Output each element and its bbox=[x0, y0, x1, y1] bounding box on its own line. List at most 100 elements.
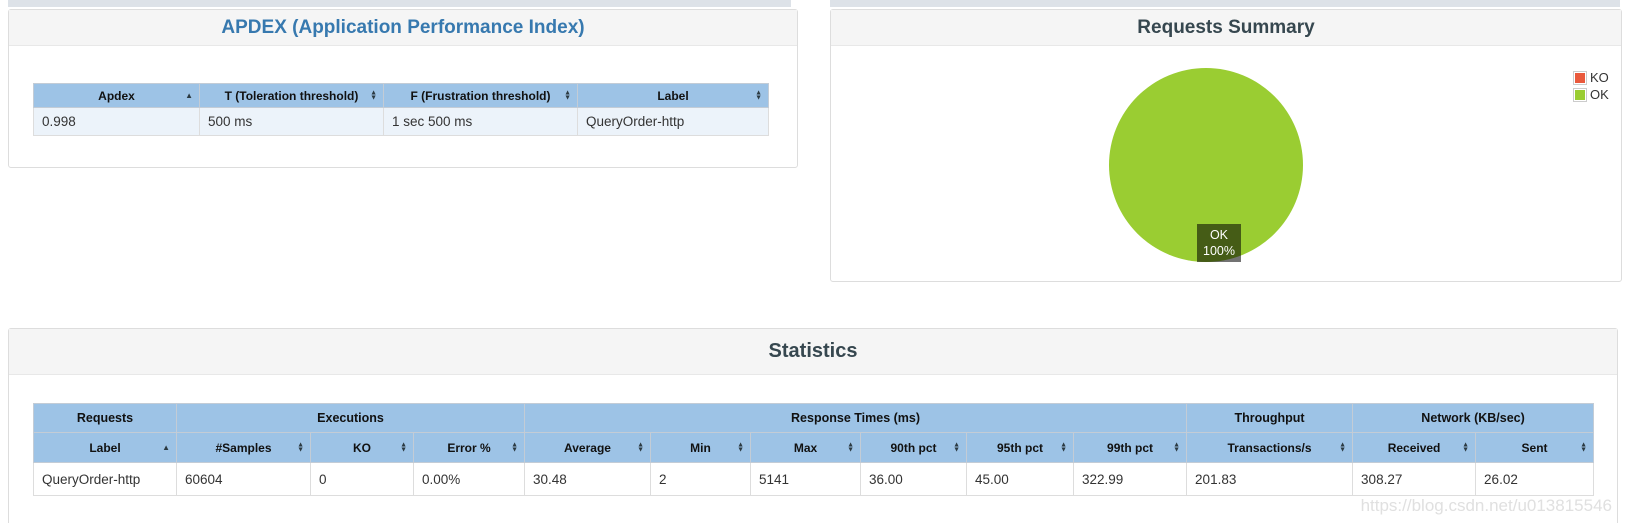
column-label: 95th pct bbox=[996, 440, 1043, 455]
table-cell: 201.83 bbox=[1186, 462, 1354, 496]
column-label: Sent bbox=[1521, 440, 1548, 455]
legend-label: OK bbox=[1590, 87, 1609, 102]
table-cell: 0.00% bbox=[413, 462, 525, 496]
statistics-panel: Statistics Requests Executions Response Ti… bbox=[8, 328, 1618, 523]
table-cell: 322.99 bbox=[1072, 462, 1188, 496]
table-cell: 36.00 bbox=[860, 462, 967, 496]
sort-asc-icon: ▲ bbox=[162, 442, 170, 452]
column-header-sent[interactable]: Sent ▲ ▼ bbox=[1475, 432, 1595, 463]
group-header-row: Requests Executions Response Times (ms) Thr… bbox=[33, 403, 1595, 433]
apdex-panel: APDEX (Application Performance Index) Ap… bbox=[8, 9, 798, 168]
column-header-row: Apdex ▲ T (Toleration threshold) ▲ ▼ F (Frust… bbox=[33, 83, 769, 108]
table-cell: 5141 bbox=[750, 462, 861, 496]
column-header-transactions-s[interactable]: Transactions/s ▲ ▼ bbox=[1186, 432, 1354, 463]
legend-item-ok[interactable]: OK bbox=[1573, 86, 1609, 103]
legend-swatch-icon bbox=[1573, 70, 1587, 85]
sort-asc-icon: ▲ bbox=[185, 90, 193, 100]
column-label: Apdex bbox=[98, 88, 135, 103]
pie-legend: KO OK bbox=[1573, 69, 1609, 103]
table-row: QueryOrder-http 60604 0 0.00% 30.48 2 5141 36.0… bbox=[33, 462, 1595, 496]
table-cell: 26.02 bbox=[1475, 462, 1595, 496]
sort-both-icon: ▲ ▼ bbox=[1060, 441, 1067, 454]
legend-label: KO bbox=[1590, 70, 1609, 85]
sort-both-icon: ▲ ▼ bbox=[637, 441, 644, 454]
legend-item-ko[interactable]: KO bbox=[1573, 69, 1609, 86]
group-header-executions: Executions bbox=[176, 403, 525, 433]
sort-both-icon: ▲ ▼ bbox=[755, 89, 762, 102]
column-header-90th-pct[interactable]: 90th pct ▲ ▼ bbox=[860, 432, 967, 463]
column-label: Error % bbox=[447, 440, 491, 455]
statistics-heading: Statistics bbox=[9, 329, 1617, 375]
watermark-text: https://blog.csdn.net/u013815546 bbox=[1360, 496, 1612, 515]
pie-chart-area: OK 100% KO OK bbox=[831, 46, 1621, 281]
sort-both-icon: ▲ ▼ bbox=[1580, 441, 1588, 454]
legend-swatch-icon bbox=[1573, 87, 1587, 102]
column-label: Max bbox=[793, 440, 818, 455]
apdex-title: APDEX (Application Performance Index) bbox=[221, 16, 585, 38]
table-cell: 30.48 bbox=[524, 462, 651, 496]
group-header-response-times-ms: Response Times (ms) bbox=[523, 403, 1188, 433]
apdex-panel-heading: APDEX (Application Performance Index) bbox=[9, 10, 797, 46]
requests-summary-title: Requests Summary bbox=[1137, 16, 1315, 38]
table-cell: 0.998 bbox=[33, 107, 200, 136]
statistics-table: Requests Executions Response Times (ms) Thr… bbox=[33, 403, 1595, 496]
sort-both-icon: ▲ ▼ bbox=[737, 441, 744, 454]
column-label: T (Toleration threshold) bbox=[224, 88, 359, 103]
column-header-average[interactable]: Average ▲ ▼ bbox=[524, 432, 651, 463]
column-label: KO bbox=[353, 440, 371, 455]
pie-label-percent: 100% bbox=[1203, 244, 1235, 258]
table-cell: QueryOrder-http bbox=[33, 462, 177, 496]
column-header-max[interactable]: Max ▲ ▼ bbox=[750, 432, 861, 463]
apdex-table: Apdex ▲ T (Toleration threshold) ▲ ▼ F (Frust… bbox=[33, 83, 769, 136]
column-header-label[interactable]: Label ▲ bbox=[33, 432, 177, 463]
table-cell: 0 bbox=[310, 462, 414, 496]
column-label: Label bbox=[657, 88, 689, 103]
column-header-row: Label ▲ #Samples ▲ ▼ KO ▲ ▼ Error % ▲ ▼ Average ▲ ▼ Mi… bbox=[33, 432, 1595, 463]
table-cell: 60604 bbox=[176, 462, 311, 496]
table-cell: 2 bbox=[650, 462, 751, 496]
column-label: 99th pct bbox=[1107, 440, 1154, 455]
column-label: 90th pct bbox=[890, 440, 937, 455]
table-cell: 308.27 bbox=[1352, 462, 1477, 496]
group-header-network-kb-sec: Network (KB/sec) bbox=[1352, 403, 1595, 433]
column-label: #Samples bbox=[215, 440, 272, 455]
column-header-min[interactable]: Min ▲ ▼ bbox=[650, 432, 751, 463]
table-cell: QueryOrder-http bbox=[577, 107, 769, 136]
column-label: Transactions/s bbox=[1227, 440, 1312, 455]
cutoff-element-top-right bbox=[830, 0, 1620, 7]
statistics-title: Statistics bbox=[768, 340, 858, 362]
pie-data-label: OK 100% bbox=[1197, 224, 1241, 262]
column-header-error[interactable]: Error % ▲ ▼ bbox=[413, 432, 525, 463]
column-header-95th-pct[interactable]: 95th pct ▲ ▼ bbox=[966, 432, 1074, 463]
table-cell: 500 ms bbox=[199, 107, 384, 136]
sort-both-icon: ▲ ▼ bbox=[1173, 441, 1181, 454]
requests-summary-heading: Requests Summary bbox=[831, 10, 1621, 46]
sort-both-icon: ▲ ▼ bbox=[1462, 441, 1470, 454]
column-header-apdex[interactable]: Apdex ▲ bbox=[33, 83, 200, 108]
sort-both-icon: ▲ ▼ bbox=[1339, 441, 1347, 454]
column-header-ko[interactable]: KO ▲ ▼ bbox=[310, 432, 414, 463]
sort-both-icon: ▲ ▼ bbox=[847, 441, 854, 454]
sort-both-icon: ▲ ▼ bbox=[297, 441, 304, 454]
column-label: Min bbox=[690, 440, 711, 455]
column-label: F (Frustration threshold) bbox=[410, 88, 551, 103]
column-label: Label bbox=[89, 440, 121, 455]
column-header-samples[interactable]: #Samples ▲ ▼ bbox=[176, 432, 311, 463]
group-header-throughput: Throughput bbox=[1186, 403, 1354, 433]
column-label: Average bbox=[564, 440, 611, 455]
table-row: 0.998 500 ms 1 sec 500 ms QueryOrder-http bbox=[33, 107, 769, 136]
column-header-label[interactable]: Label ▲ ▼ bbox=[577, 83, 769, 108]
sort-both-icon: ▲ ▼ bbox=[564, 89, 571, 102]
sort-both-icon: ▲ ▼ bbox=[370, 89, 377, 102]
requests-summary-panel: Requests Summary OK 100% KO OK bbox=[830, 9, 1622, 282]
column-header-received[interactable]: Received ▲ ▼ bbox=[1352, 432, 1477, 463]
sort-both-icon: ▲ ▼ bbox=[511, 441, 518, 454]
column-header-f-frustration-threshold[interactable]: F (Frustration threshold) ▲ ▼ bbox=[383, 83, 578, 108]
table-cell: 1 sec 500 ms bbox=[383, 107, 578, 136]
column-header-99th-pct[interactable]: 99th pct ▲ ▼ bbox=[1072, 432, 1188, 463]
column-label: Received bbox=[1387, 440, 1441, 455]
column-header-t-toleration-threshold[interactable]: T (Toleration threshold) ▲ ▼ bbox=[199, 83, 384, 108]
table-cell: 45.00 bbox=[966, 462, 1074, 496]
group-header-requests: Requests bbox=[33, 403, 177, 433]
